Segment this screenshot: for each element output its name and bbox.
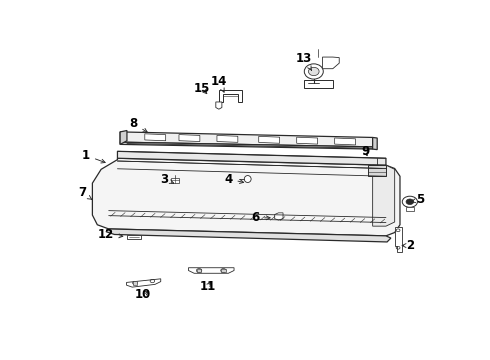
Polygon shape [93, 158, 400, 236]
Polygon shape [179, 135, 200, 141]
Polygon shape [106, 229, 391, 242]
Polygon shape [118, 151, 386, 165]
Polygon shape [145, 134, 166, 141]
Text: 13: 13 [296, 52, 313, 70]
Polygon shape [303, 80, 333, 87]
Polygon shape [372, 165, 394, 226]
Text: 3: 3 [160, 172, 173, 185]
Text: 2: 2 [402, 239, 415, 252]
Ellipse shape [309, 67, 319, 76]
Polygon shape [297, 137, 318, 144]
Polygon shape [219, 90, 242, 102]
Polygon shape [368, 165, 386, 176]
Polygon shape [126, 279, 161, 287]
Text: 7: 7 [78, 186, 92, 199]
Text: 8: 8 [129, 117, 147, 132]
Text: 4: 4 [224, 172, 244, 185]
Text: 15: 15 [194, 82, 210, 95]
Polygon shape [335, 138, 356, 145]
Polygon shape [394, 227, 401, 252]
Polygon shape [406, 207, 414, 211]
Polygon shape [217, 135, 238, 142]
Polygon shape [197, 269, 201, 272]
Polygon shape [120, 132, 372, 147]
Text: 5: 5 [412, 193, 424, 206]
Polygon shape [120, 131, 127, 144]
Text: 10: 10 [135, 288, 151, 301]
Text: 12: 12 [98, 228, 123, 241]
Polygon shape [216, 102, 222, 109]
Text: 9: 9 [361, 145, 369, 158]
Polygon shape [172, 178, 179, 183]
Circle shape [406, 199, 414, 204]
Polygon shape [259, 136, 280, 143]
Polygon shape [322, 57, 339, 69]
Polygon shape [189, 268, 234, 273]
Polygon shape [133, 281, 137, 285]
Polygon shape [372, 138, 377, 150]
Polygon shape [126, 235, 141, 239]
Polygon shape [275, 213, 283, 220]
Ellipse shape [304, 64, 323, 79]
Text: 1: 1 [82, 149, 105, 163]
Polygon shape [120, 142, 372, 149]
Ellipse shape [245, 176, 251, 183]
Text: 11: 11 [199, 280, 216, 293]
Text: 6: 6 [251, 211, 270, 224]
Polygon shape [221, 269, 226, 272]
Text: 14: 14 [211, 75, 227, 92]
